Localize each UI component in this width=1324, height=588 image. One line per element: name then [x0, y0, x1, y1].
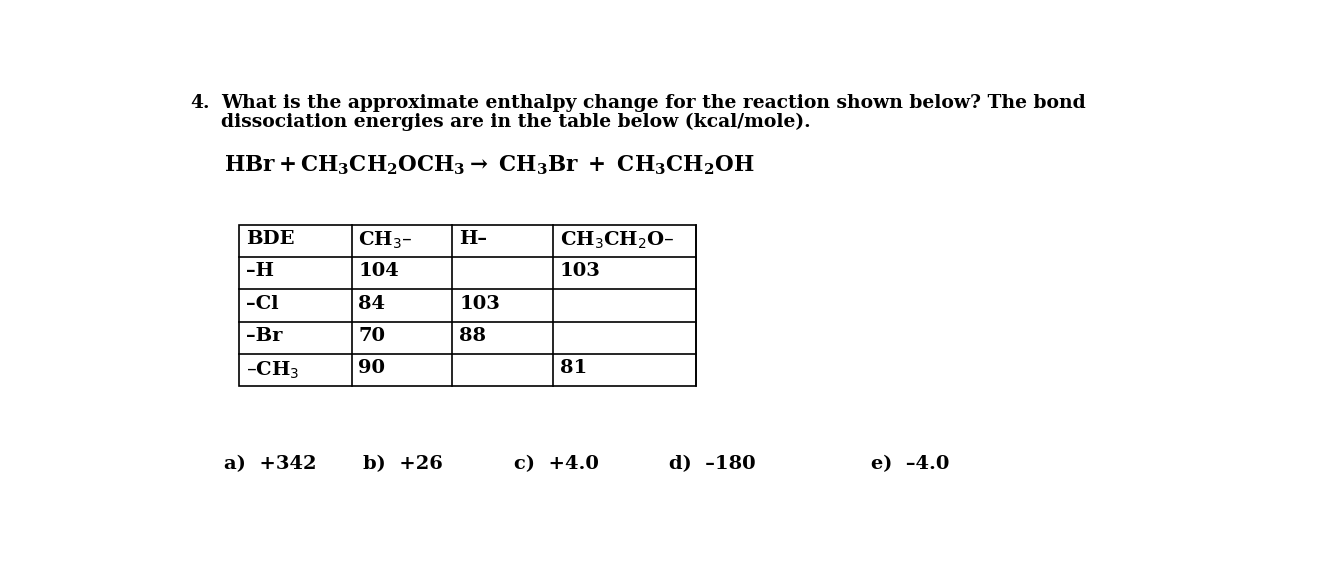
Text: 103: 103 [459, 295, 500, 313]
Text: b)  +26: b) +26 [363, 456, 444, 473]
Text: 104: 104 [359, 262, 400, 280]
Text: –Br: –Br [246, 327, 282, 345]
Text: a)  +342: a) +342 [224, 456, 316, 473]
Text: –H: –H [246, 262, 274, 280]
Text: 4.: 4. [191, 93, 209, 112]
Text: BDE: BDE [246, 230, 295, 248]
Text: H–: H– [459, 230, 487, 248]
Text: –Cl: –Cl [246, 295, 279, 313]
Text: 90: 90 [359, 359, 385, 377]
Text: d)  –180: d) –180 [669, 456, 756, 473]
Text: What is the approximate enthalpy change for the reaction shown below? The bond: What is the approximate enthalpy change … [221, 93, 1086, 112]
Text: 103: 103 [560, 262, 601, 280]
Text: c)  +4.0: c) +4.0 [514, 456, 600, 473]
Bar [240, 225, 696, 386]
Text: 70: 70 [359, 327, 385, 345]
Text: 88: 88 [459, 327, 486, 345]
Text: 84: 84 [359, 295, 385, 313]
Text: dissociation energies are in the table below (kcal/mole).: dissociation energies are in the table b… [221, 113, 810, 131]
Text: 81: 81 [560, 359, 588, 377]
Text: –CH$_3$: –CH$_3$ [246, 359, 299, 380]
Text: e)  –4.0: e) –4.0 [871, 456, 949, 473]
Text: CH$_3$–: CH$_3$– [359, 230, 413, 251]
Text: CH$_3$CH$_2$O–: CH$_3$CH$_2$O– [560, 230, 674, 251]
Text: $\mathregular{HBr + CH_3CH_2OCH_3{\rightarrow}\ CH_3Br\ +\ CH_3CH_2OH}$: $\mathregular{HBr + CH_3CH_2OCH_3{\right… [224, 153, 755, 178]
